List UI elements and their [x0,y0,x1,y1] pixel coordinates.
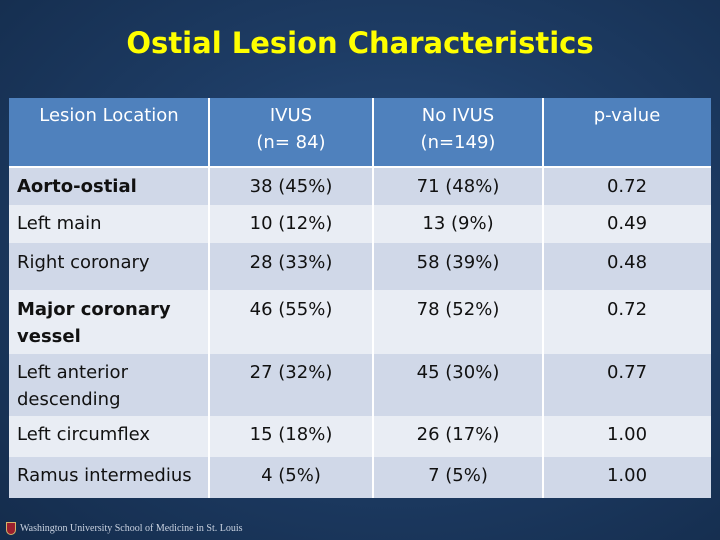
p-value: 1.00 [606,465,648,486]
table-header-row: Lesion Location IVUS (n= 84) No IVUS (n=… [9,98,711,166]
no-ivus-value: 26 (17%) [416,424,500,445]
ivus-value: 38 (45%) [249,176,333,197]
row-label: Left main [17,213,102,234]
table-row: Left circumflex 15 (18%) 26 (17%) 1.00 [9,416,711,457]
lesion-characteristics-table: Lesion Location IVUS (n= 84) No IVUS (n=… [9,98,711,498]
table-row: Ramus intermedius 4 (5%) 7 (5%) 1.00 [9,457,711,498]
no-ivus-value: 7 (5%) [428,465,488,486]
no-ivus-value: 58 (39%) [416,252,500,273]
no-ivus-value: 13 (9%) [422,213,494,234]
row-label: Major coronary vessel [17,299,171,347]
row-label: Ramus intermedius [17,465,192,486]
table-row: Left anterior descending 27 (32%) 45 (30… [9,354,711,416]
p-value: 0.48 [606,252,648,273]
table-row: Right coronary 28 (33%) 58 (39%) 0.48 [9,243,711,290]
no-ivus-value: 71 (48%) [416,176,500,197]
ivus-value: 4 (5%) [261,465,321,486]
table-row: Left main 10 (12%) 13 (9%) 0.49 [9,205,711,243]
ivus-value: 10 (12%) [249,213,333,234]
ivus-value: 27 (32%) [249,362,333,383]
table-row: Major coronary vessel 46 (55%) 78 (52%) … [9,290,711,354]
ivus-value: 46 (55%) [249,299,333,320]
row-label: Left circumflex [17,424,151,445]
p-value: 0.72 [606,299,648,320]
ivus-value: 15 (18%) [249,424,333,445]
no-ivus-value: 78 (52%) [416,299,500,320]
header-no-ivus: No IVUS (n=149) [420,105,496,153]
row-label: Left anterior descending [17,362,128,410]
no-ivus-value: 45 (30%) [416,362,500,383]
header-ivus: IVUS (n= 84) [256,105,326,153]
row-label: Right coronary [17,252,150,273]
header-p-value: p-value [593,105,661,126]
ivus-value: 28 (33%) [249,252,333,273]
table-row: Aorto-ostial 38 (45%) 71 (48%) 0.72 [9,168,711,205]
university-logo: Washington University School of Medicine… [6,519,243,537]
header-divider [9,166,711,168]
row-label: Aorto-ostial [17,176,137,197]
university-logo-text: Washington University School of Medicine… [20,522,243,534]
p-value: 0.49 [606,213,648,234]
p-value: 0.72 [606,176,648,197]
university-shield-icon [6,521,16,535]
p-value: 0.77 [606,362,648,383]
header-lesion-location: Lesion Location [39,105,179,126]
column-divider [208,98,210,498]
column-divider [372,98,374,498]
p-value: 1.00 [606,424,648,445]
column-divider [542,98,544,498]
slide-title: Ostial Lesion Characteristics [126,26,594,60]
